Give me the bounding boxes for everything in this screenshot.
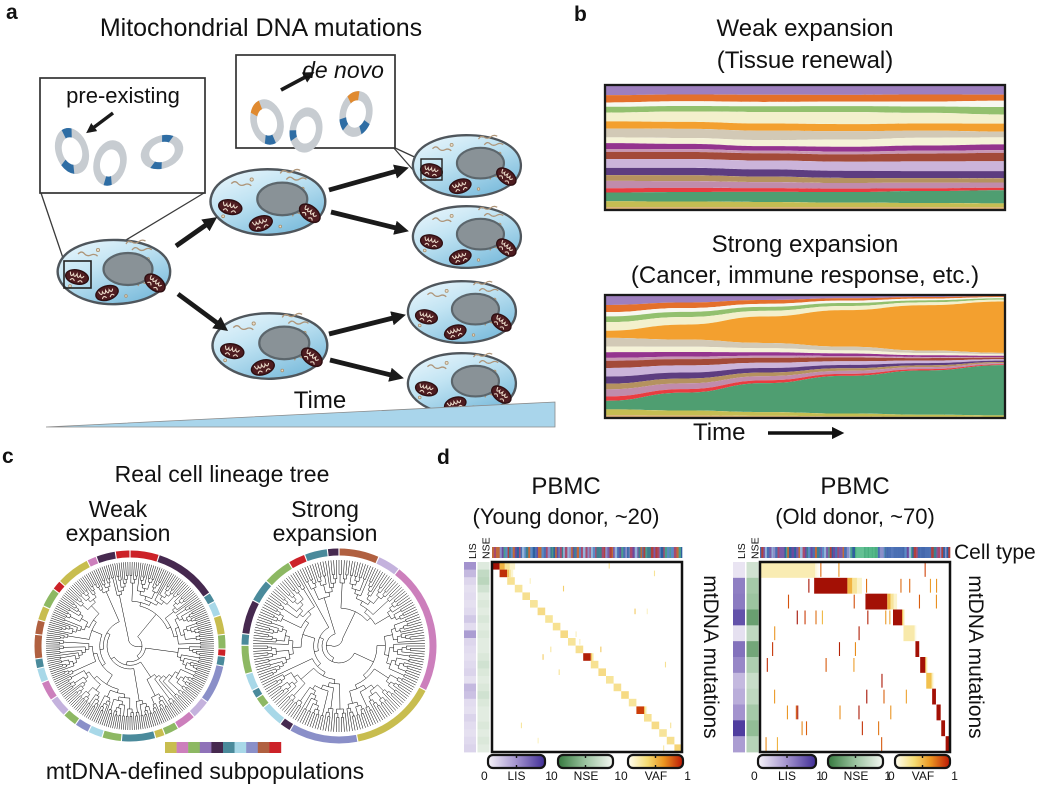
heatmap-old-donor [733,547,952,754]
strong-tree-label-line2: expansion [272,520,378,546]
nse-name: NSE [843,769,869,783]
lis-min: 0 [751,769,758,783]
panel-b-time-label: Time [693,419,746,446]
lis-colorbar-labels: 0 LIS 1 [481,770,552,783]
old-donor-title: PBMC [820,473,890,500]
panel-a-title: Mitochondrial DNA mutations [99,14,423,42]
vaf-colorbar-labels: 0 VAF 1 [621,770,691,783]
mtdna-mutations-axis-label: mtDNA mutations [964,575,987,738]
lis-column-label: LIS [736,543,748,559]
lis-colorbar-labels: 0 LIS 1 [751,770,823,783]
mtdna-rings-preexisting [54,129,183,184]
subpopulation-legend-bar [165,742,282,753]
nse-column-label: NSE [750,537,762,559]
young-donor-subtitle: (Young donor, ~20) [472,504,660,529]
nse-colorbar-labels: 0 NSE 1 [821,770,891,783]
lineage-tree-strong [241,548,437,744]
weak-tree-label-line2: expansion [65,520,171,546]
lis-max: 1 [816,769,823,783]
nse-name: NSE [573,769,599,783]
colorbars-young [486,753,685,770]
zoom-square-root-cell [63,260,92,289]
mtdna-mutations-axis-label: mtDNA mutations [699,575,722,738]
nse-max: 1 [884,769,891,783]
lis-max: 1 [545,769,552,783]
nse-colorbar-labels: 0 NSE 1 [551,770,621,783]
panel-d-label: d [437,446,450,469]
strong-expansion-title: Strong expansion [711,231,899,258]
cell-type-label: Cell type [954,541,1036,564]
denovo-label: de novo [302,57,384,83]
panel-c-title: Real cell lineage tree [114,461,330,487]
denovo-pointer-arrow [280,72,315,92]
lis-name: LIS [777,769,796,783]
lis-name: LIS [507,769,526,783]
vaf-max: 1 [951,769,958,783]
preexisting-label: pre-existing [66,83,180,108]
lis-column-label: LIS [467,543,479,559]
panel-c-label: c [2,445,14,468]
lineage-tree-weak [34,550,226,742]
vaf-min: 0 [888,769,895,783]
mtdna-rings-denovo [250,93,373,150]
strong-tree-label-line1: Strong [291,496,359,522]
nse-min: 0 [551,769,558,783]
vaf-max: 1 [684,769,691,783]
old-donor-subtitle: (Old donor, ~70) [775,504,935,529]
panel-b-muller-plots [603,83,1007,440]
panel-b-label: b [574,3,587,26]
vaf-colorbar-labels: 0 VAF 1 [888,770,958,783]
zoom-square-denovo-cell [420,158,443,181]
weak-expansion-title: Weak expansion [716,15,894,42]
muller-plot-weak [603,83,1007,212]
panel-a-schematic [39,54,556,428]
colorbars-old [756,753,952,770]
panel-d-heatmaps: LIS NSE LIS NSE mtDNA mutations mtDNA mu… [464,537,987,770]
division-arrows [174,164,409,382]
panel-a-label: a [6,1,18,24]
panel-c-lineage-trees [34,548,437,753]
young-donor-title: PBMC [531,473,601,500]
strong-expansion-subtitle: (Cancer, immune response, etc.) [630,262,980,289]
lis-min: 0 [481,769,488,783]
vaf-name: VAF [644,769,668,783]
muller-plot-strong [603,293,1007,420]
vaf-name: VAF [911,769,935,783]
panel-a-time-label: Time [293,387,347,414]
weak-tree-label-line1: Weak [88,496,148,522]
time-wedge [45,401,556,428]
subpopulation-legend-label: mtDNA-defined subpopulations [45,758,365,784]
weak-expansion-subtitle: (Tissue renewal) [716,47,894,74]
preexisting-pointer-arrow [86,111,115,134]
heatmap-young-donor [464,547,684,754]
nse-max: 1 [614,769,621,783]
vaf-min: 0 [621,769,628,783]
nse-column-label: NSE [481,537,493,559]
nse-min: 0 [821,769,828,783]
